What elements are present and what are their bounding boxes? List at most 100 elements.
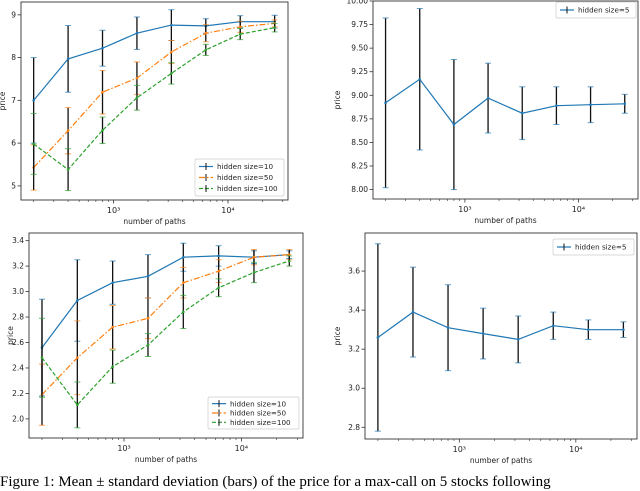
subplot-4: 10³ 10⁴ 2.8 3.0 3.2 3.4 3.6 number of paths pric… bbox=[333, 232, 638, 465]
y-tick-label: 3.2 bbox=[12, 262, 24, 271]
data-point bbox=[411, 310, 415, 314]
x-tick-label: 10³ bbox=[107, 206, 120, 215]
y-tick-label: 9.75 bbox=[351, 20, 368, 29]
axes-frame bbox=[28, 232, 304, 439]
series-line bbox=[33, 22, 275, 168]
legend-box bbox=[555, 1, 637, 19]
data-point bbox=[101, 128, 104, 132]
y-tick-label: 3.4 bbox=[12, 236, 24, 245]
data-point bbox=[101, 90, 104, 94]
legend: hidden size=5 bbox=[555, 1, 637, 19]
x-tick-label: 10⁴ bbox=[235, 444, 248, 453]
x-axis-label: number of paths bbox=[470, 456, 532, 465]
data-point bbox=[182, 255, 185, 259]
legend-label: hidden size=5 bbox=[575, 243, 626, 252]
legend-box bbox=[207, 396, 300, 430]
y-tick-label: 2.8 bbox=[348, 423, 360, 432]
y-tick-label: 10.00 bbox=[347, 0, 369, 6]
data-point bbox=[76, 299, 79, 302]
data-point bbox=[520, 111, 524, 115]
data-point bbox=[204, 31, 208, 35]
data-point bbox=[101, 46, 104, 50]
y-axis-label: price bbox=[333, 326, 342, 345]
data-point bbox=[238, 25, 242, 29]
data-point bbox=[623, 102, 627, 106]
data-point bbox=[446, 326, 450, 330]
data-point bbox=[76, 356, 79, 360]
data-point bbox=[287, 253, 291, 256]
y-tick-label: 6 bbox=[11, 139, 16, 148]
y-tick-label: 2.4 bbox=[12, 363, 24, 372]
legend-label: hidden size=10 bbox=[217, 162, 273, 171]
data-point bbox=[622, 328, 625, 331]
data-point bbox=[217, 269, 220, 273]
y-tick-label: 8.75 bbox=[351, 114, 368, 123]
y-tick-label: 2.8 bbox=[12, 313, 24, 322]
subplot-2: 10³ 10⁴ 8.00 8.25 8.50 8.75 9.00 9.25 9.50 9.75 10… bbox=[333, 0, 639, 225]
x-axis-label: number of paths bbox=[135, 455, 197, 464]
y-tick-label: 3.0 bbox=[348, 384, 360, 393]
axes-frame bbox=[372, 0, 639, 200]
axes-frame bbox=[20, 1, 289, 201]
x-tick-label: 10⁴ bbox=[569, 445, 582, 454]
data-point bbox=[238, 32, 242, 36]
data-point bbox=[111, 365, 114, 368]
x-axis-label: number of paths bbox=[123, 217, 185, 226]
data-point bbox=[32, 142, 35, 146]
data-point bbox=[418, 77, 422, 81]
series-hidden-size-100 bbox=[38, 255, 293, 429]
subplot-1: 10³ 10⁴ 5 6 7 8 9 number of paths price hidden si… bbox=[0, 1, 289, 226]
data-point bbox=[146, 274, 150, 278]
data-point bbox=[587, 328, 590, 331]
series-line bbox=[41, 260, 290, 406]
data-point bbox=[76, 403, 79, 407]
series-line bbox=[33, 21, 275, 101]
y-tick-label: 9.50 bbox=[351, 44, 368, 53]
data-point bbox=[32, 99, 35, 102]
legend: hidden size=10 hidden size=50 hidden size=… bbox=[194, 158, 285, 197]
data-point bbox=[170, 72, 173, 75]
series-line bbox=[41, 254, 290, 348]
y-tick-label: 3.6 bbox=[348, 267, 360, 276]
data-point bbox=[252, 255, 256, 259]
y-tick-label: 9.00 bbox=[351, 91, 368, 100]
y-tick-label: 2.0 bbox=[12, 414, 24, 423]
x-tick-label: 10³ bbox=[117, 444, 130, 453]
series-hidden-size-100 bbox=[30, 22, 278, 192]
data-point bbox=[111, 281, 114, 284]
data-point bbox=[66, 168, 70, 171]
legend-label: hidden size=50 bbox=[230, 409, 286, 418]
data-point bbox=[273, 26, 276, 29]
series-hidden-size-5 bbox=[374, 243, 627, 432]
y-tick-label: 8.50 bbox=[351, 138, 368, 147]
legend-label: hidden size=50 bbox=[217, 173, 273, 182]
y-tick-label: 2.6 bbox=[12, 338, 24, 347]
data-point bbox=[135, 76, 139, 80]
x-tick-label: 10³ bbox=[453, 445, 466, 454]
data-point bbox=[135, 31, 139, 35]
legend-box bbox=[552, 238, 635, 256]
data-point bbox=[252, 271, 256, 274]
data-point bbox=[217, 254, 220, 258]
data-point bbox=[66, 129, 70, 133]
y-tick-label: 9.25 bbox=[351, 67, 368, 76]
data-point bbox=[516, 338, 520, 341]
y-tick-label: 8.00 bbox=[351, 185, 368, 194]
legend: hidden size=5 bbox=[552, 238, 635, 256]
data-point bbox=[135, 96, 139, 100]
data-point bbox=[111, 325, 114, 329]
series-hidden-size-5 bbox=[382, 8, 628, 191]
legend-label: hidden size=100 bbox=[217, 184, 278, 193]
x-tick-label: 10³ bbox=[458, 205, 471, 214]
x-tick-label: 10⁴ bbox=[572, 205, 585, 214]
series-line bbox=[33, 27, 275, 171]
y-tick-label: 3.0 bbox=[12, 287, 24, 296]
legend-box bbox=[194, 158, 285, 197]
data-point bbox=[452, 123, 456, 126]
y-axis-label: price bbox=[0, 91, 7, 110]
data-point bbox=[204, 48, 208, 52]
x-tick-label: 10⁴ bbox=[221, 206, 234, 215]
y-tick-label: 8 bbox=[11, 53, 16, 62]
